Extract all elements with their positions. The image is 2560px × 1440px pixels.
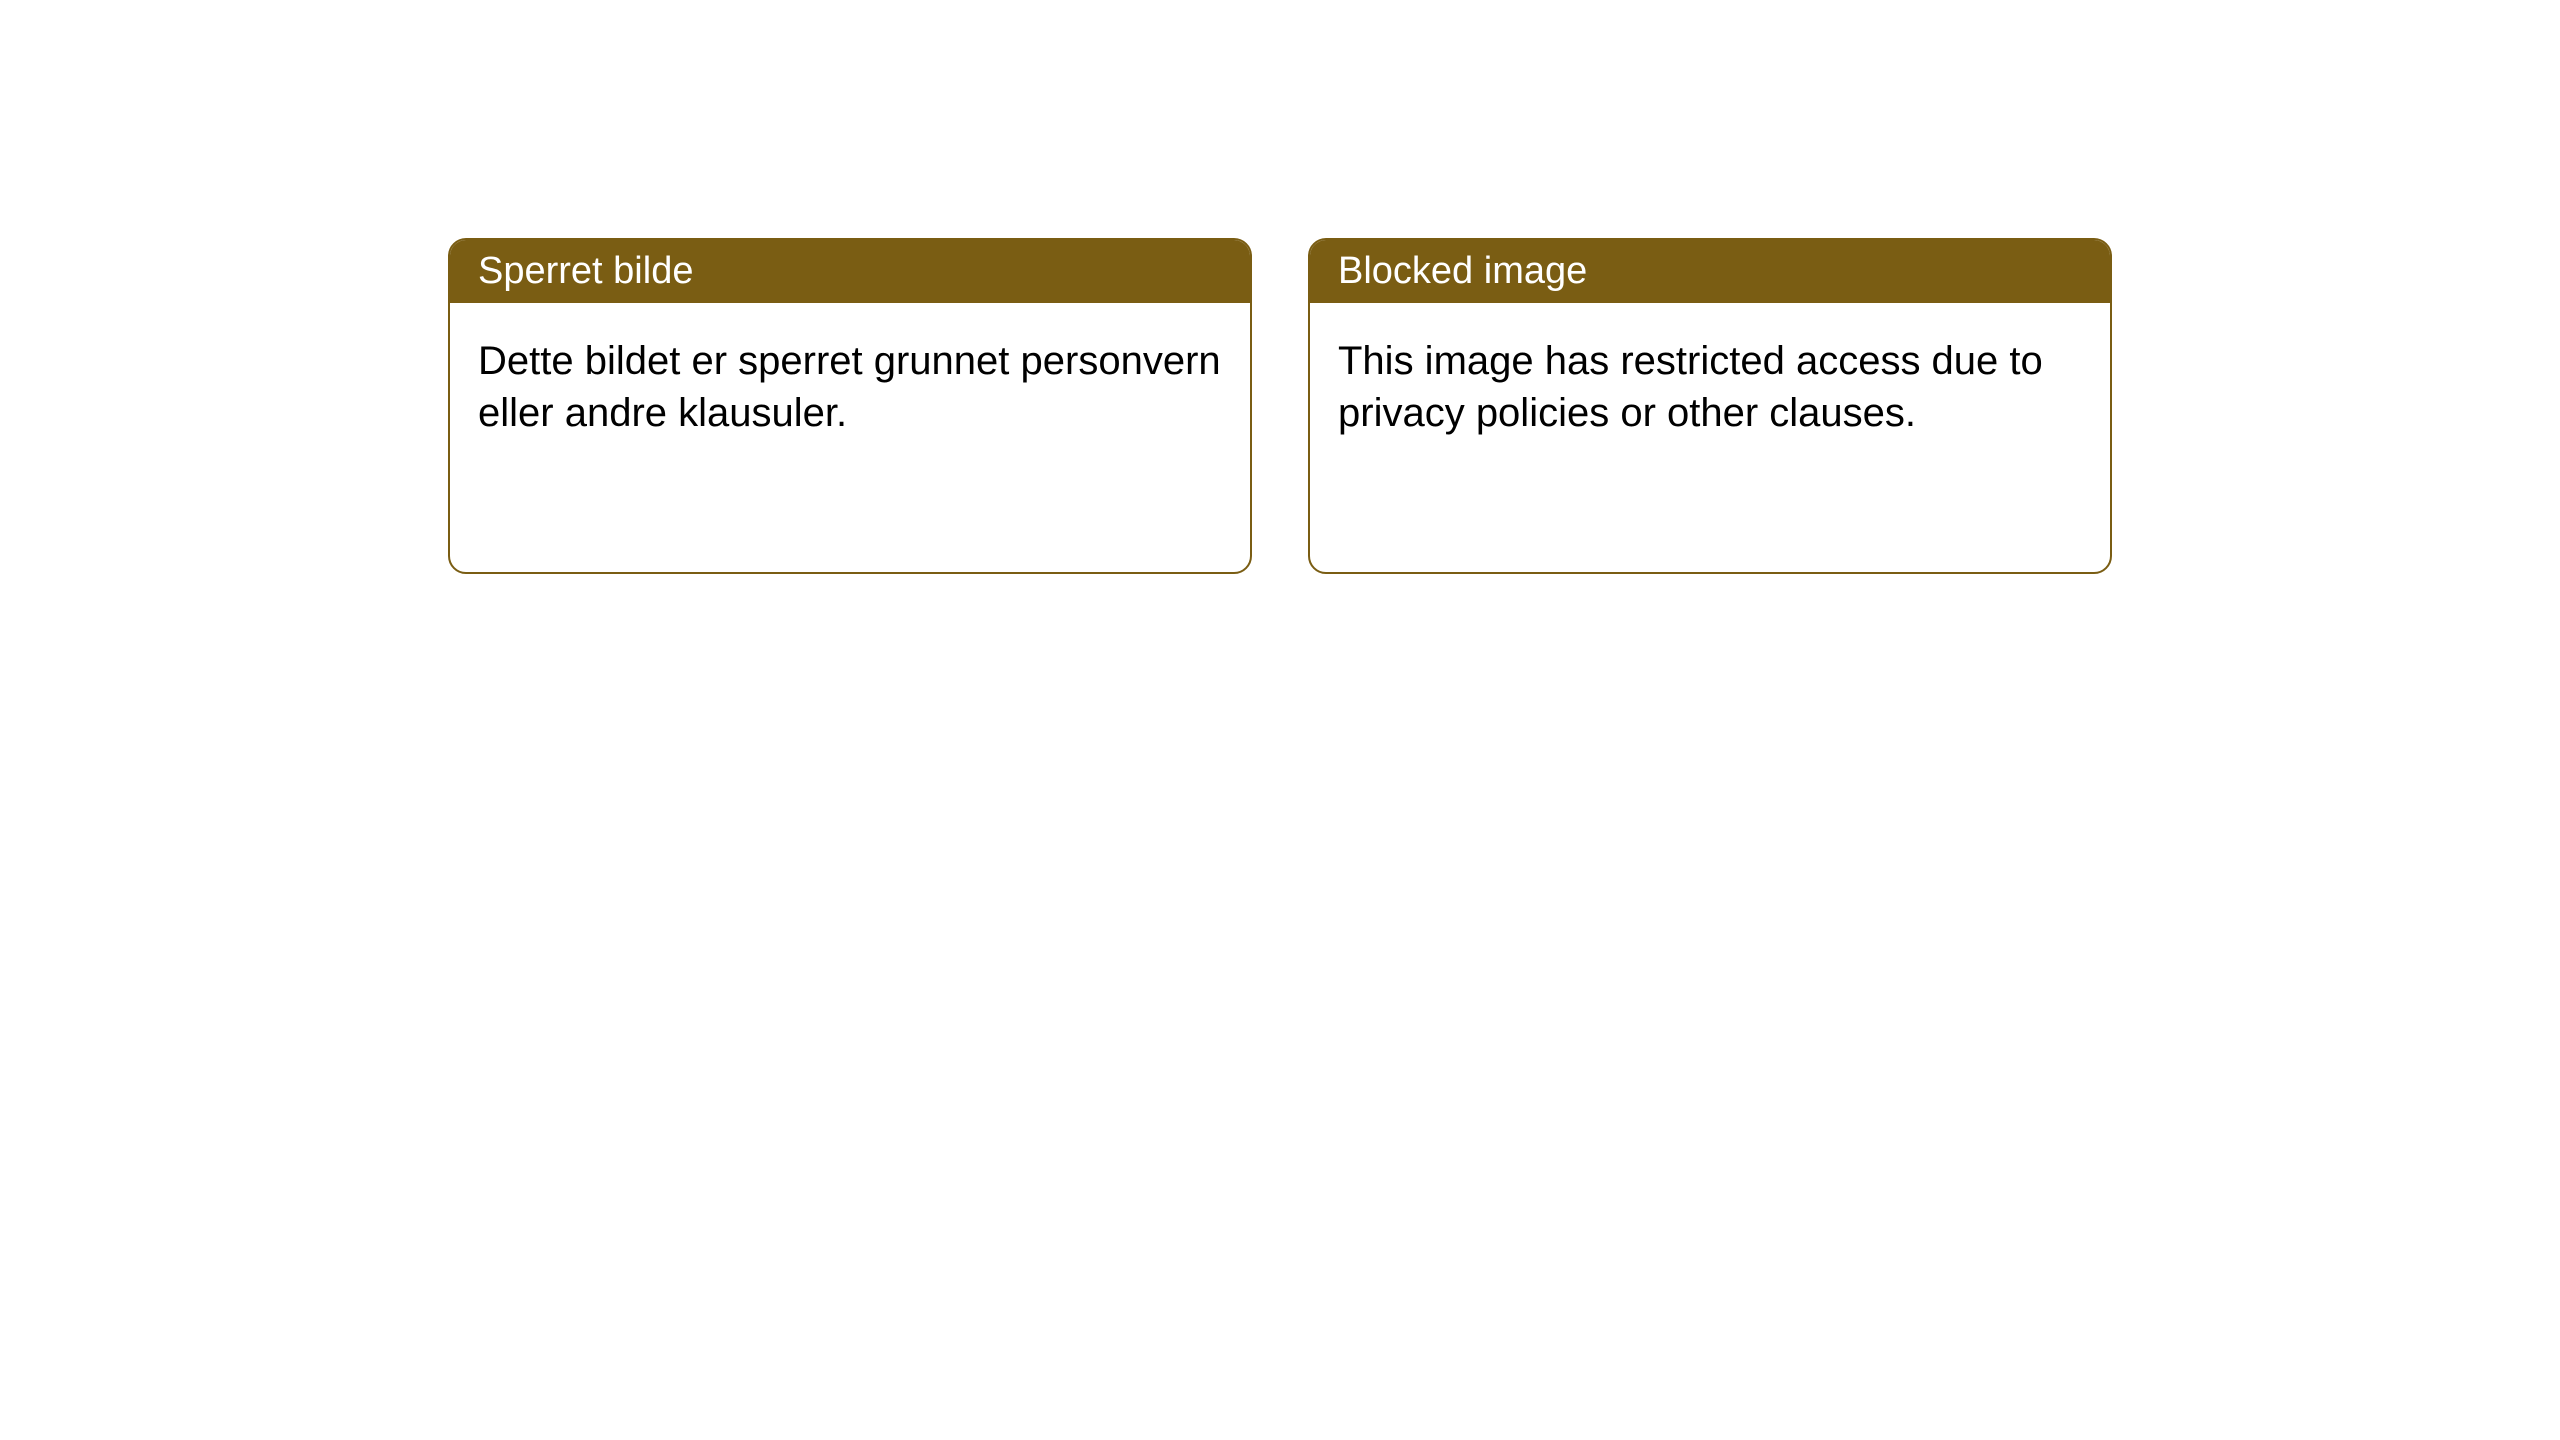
- blocked-image-card-no: Sperret bilde Dette bildet er sperret gr…: [448, 238, 1252, 574]
- card-body-no: Dette bildet er sperret grunnet personve…: [450, 303, 1250, 471]
- cards-container: Sperret bilde Dette bildet er sperret gr…: [0, 0, 2560, 574]
- card-header-no: Sperret bilde: [450, 240, 1250, 303]
- blocked-image-card-en: Blocked image This image has restricted …: [1308, 238, 2112, 574]
- card-header-en: Blocked image: [1310, 240, 2110, 303]
- card-body-en: This image has restricted access due to …: [1310, 303, 2110, 471]
